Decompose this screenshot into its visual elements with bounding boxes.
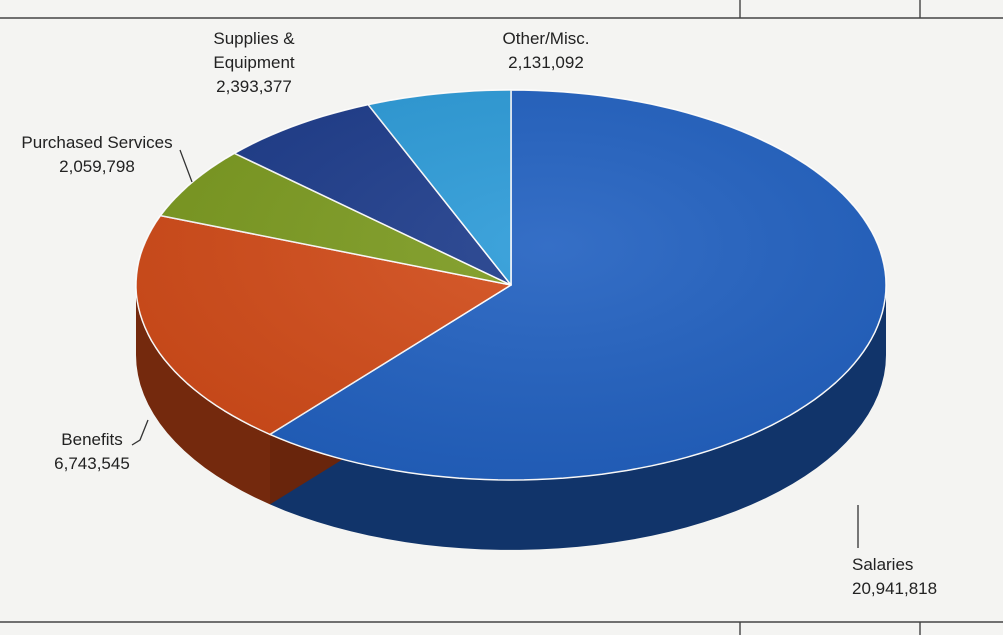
data-label-value-other-misc: 2,131,092: [508, 53, 584, 72]
data-label-value-purchased-services: 2,059,798: [59, 157, 135, 176]
data-label-category-benefits: Benefits: [61, 430, 122, 449]
data-label-category-supplies-equipment: Supplies &: [213, 29, 295, 48]
leader-line-purchased-services: [179, 149, 193, 183]
data-label-value-benefits: 6,743,545: [54, 454, 130, 473]
data-label-category-purchased-services: Purchased Services: [21, 133, 172, 152]
pie-tops: [135, 89, 887, 481]
data-label-category-supplies-equipment: Equipment: [213, 53, 295, 72]
data-label-category-salaries: Salaries: [852, 555, 913, 574]
leader-line-benefits: [131, 419, 149, 446]
leader-lines: [131, 149, 859, 548]
data-label-value-supplies-equipment: 2,393,377: [216, 77, 292, 96]
data-label-value-salaries: 20,941,818: [852, 579, 937, 598]
data-labels: Salaries 20,941,818 Benefits 6,743,545 Purch…: [21, 29, 937, 598]
data-label-category-other-misc: Other/Misc.: [503, 29, 590, 48]
pie-side-salaries: [270, 285, 886, 550]
